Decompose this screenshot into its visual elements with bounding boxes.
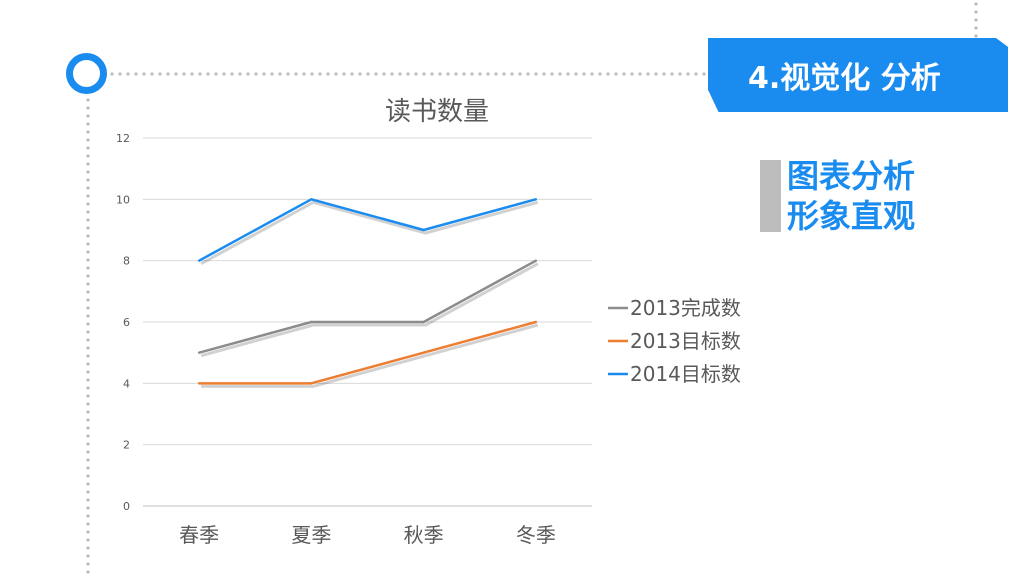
- x-tick-label: 冬季: [516, 523, 556, 547]
- series-line-shadow: [200, 200, 539, 265]
- data-point: [422, 320, 425, 324]
- y-tick-label: 6: [123, 316, 130, 329]
- x-tick-label: 夏季: [291, 523, 331, 547]
- data-point: [197, 351, 201, 354]
- y-tick-label: 4: [123, 377, 130, 390]
- data-point: [422, 228, 425, 232]
- legend-label: 2013完成数: [630, 296, 741, 320]
- data-point: [534, 320, 538, 324]
- data-point: [310, 198, 313, 201]
- y-tick-label: 10: [116, 193, 130, 206]
- section-title: 4.视觉化 分析: [748, 61, 941, 96]
- series-line-shadow: [200, 262, 539, 358]
- series-line: [198, 198, 537, 262]
- data-point: [534, 198, 538, 201]
- legend-label: 2013目标数: [630, 329, 741, 353]
- legend-label: 2014目标数: [630, 362, 741, 386]
- ring-marker-icon: [66, 53, 107, 94]
- data-point: [310, 320, 313, 324]
- data-point: [534, 259, 538, 262]
- x-tick-label: 春季: [179, 523, 219, 547]
- section-tag: [708, 38, 1008, 112]
- side-caption-line2: 形象直观: [787, 197, 916, 235]
- left-dotted-divider: [86, 96, 90, 576]
- x-tick-label: 秋季: [404, 523, 444, 547]
- y-tick-label: 2: [123, 439, 130, 452]
- data-point: [310, 382, 313, 385]
- right-dotted-divider: [974, 0, 978, 38]
- y-tick-label: 12: [116, 132, 130, 145]
- top-dotted-divider: [108, 72, 708, 76]
- series-line: [199, 320, 537, 385]
- side-caption-line1: 图表分析: [787, 157, 916, 195]
- y-tick-label: 8: [123, 255, 130, 268]
- chart-title: 读书数量: [385, 97, 489, 127]
- data-point: [197, 259, 201, 262]
- series-line: [198, 259, 537, 354]
- series-line-shadow: [201, 323, 539, 388]
- data-point: [197, 382, 201, 385]
- data-point: [422, 351, 425, 354]
- side-accent-bar: [760, 160, 781, 232]
- y-tick-label: 0: [123, 500, 130, 513]
